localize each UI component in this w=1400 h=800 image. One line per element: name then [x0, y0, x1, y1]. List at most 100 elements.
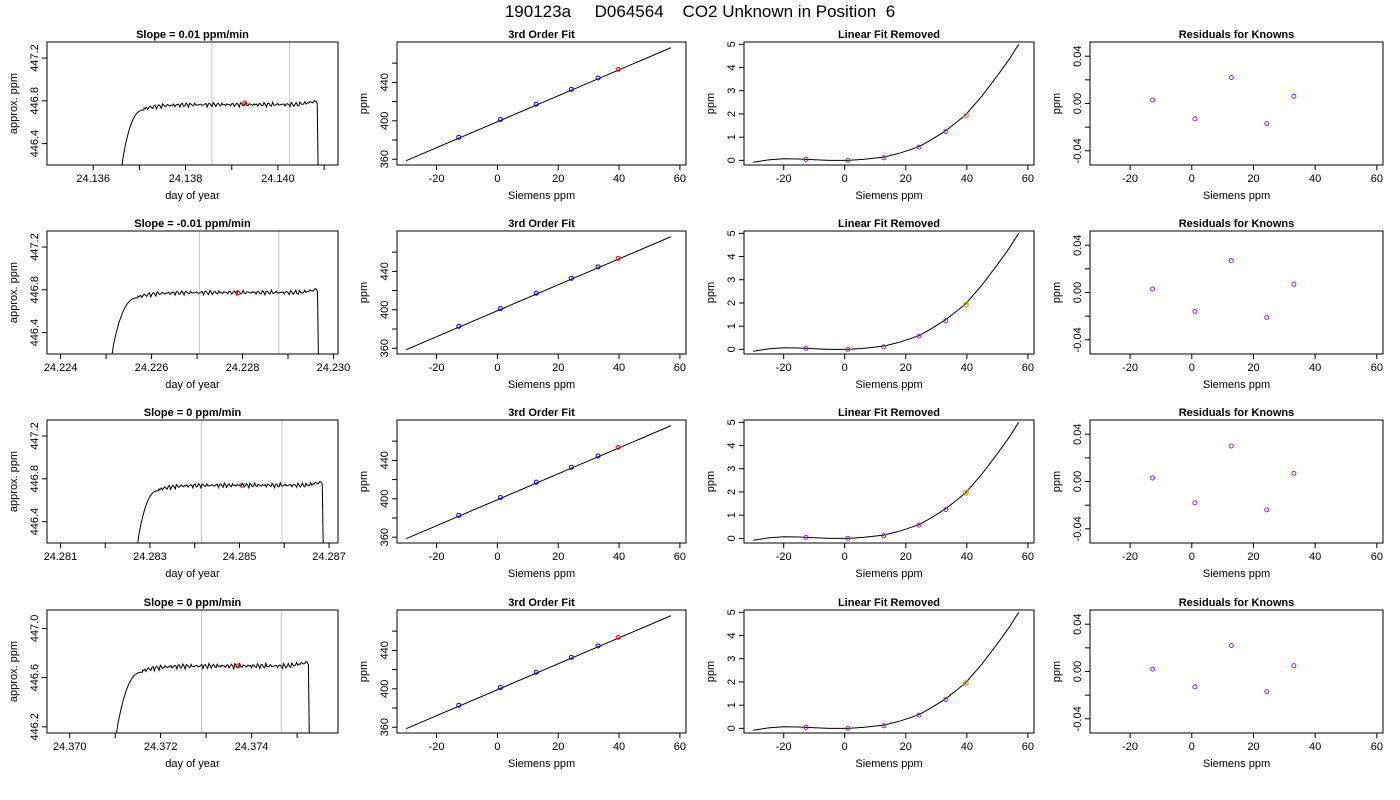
- chart-panel-linear_removed-3: Linear Fit Removed -20 0 20 40 60 0 1 2 3 4 5 Siemen…: [705, 407, 1035, 580]
- x-axis-label: Siemens ppm: [1203, 379, 1270, 391]
- chart-title: Residuals for Knowns: [1179, 218, 1295, 230]
- known-point: [943, 318, 949, 324]
- x-tick-label: 0: [842, 741, 848, 753]
- y-tick-label: 400: [379, 301, 391, 319]
- residual-point: [1150, 286, 1156, 292]
- known-point: [568, 654, 574, 660]
- y-tick-label: 360: [379, 150, 391, 168]
- known-point: [943, 697, 949, 703]
- chart-title: Slope = 0.01 ppm/min: [136, 29, 249, 41]
- residual-curve: [753, 422, 1020, 541]
- y-tick-label: 4: [726, 253, 738, 259]
- plot-frame: [396, 41, 687, 166]
- x-tick-label: 60: [1022, 173, 1034, 185]
- plot-area: [753, 233, 1020, 352]
- residual-point: [1150, 666, 1156, 672]
- known-point: [881, 533, 887, 539]
- y-axis-label: ppm: [1051, 282, 1063, 303]
- y-tick-label: 5: [726, 41, 738, 47]
- chart-panel-fit-3: 3rd Order Fit -20 0 20 40 60 360 400 440 Siemens …: [358, 407, 687, 580]
- plot-frame: [396, 230, 687, 355]
- y-axis-label: ppm: [358, 93, 370, 114]
- x-axis-label: Siemens ppm: [508, 758, 575, 770]
- chart-panel-timeseries-4: Slope = 0 ppm/min 24.370 24.372 24.374 446.2…: [8, 597, 339, 770]
- plot-frame: [743, 419, 1035, 544]
- unknown-point: [615, 444, 621, 450]
- x-tick-label: 20: [900, 741, 912, 753]
- known-point: [881, 344, 887, 350]
- y-tick-label: 2: [726, 300, 738, 306]
- x-tick-label: -20: [1122, 362, 1138, 374]
- y-tick-label: -0.04: [1072, 706, 1084, 731]
- y-tick-label: 446.2: [29, 713, 41, 741]
- residual-point: [1264, 689, 1270, 695]
- x-tick-label: 24.226: [135, 362, 169, 374]
- x-tick-label: 0: [1189, 173, 1195, 185]
- unknown-point: [963, 490, 969, 496]
- x-tick-label: 24.136: [76, 173, 110, 185]
- x-tick-label: 24.230: [317, 362, 351, 374]
- x-axis-label: Siemens ppm: [1203, 568, 1270, 580]
- plot-area: [405, 236, 671, 351]
- y-tick-label: 360: [379, 528, 391, 546]
- unknown-point: [963, 112, 969, 119]
- chart-title: Slope = 0 ppm/min: [144, 407, 242, 419]
- x-tick-label: -20: [429, 551, 445, 563]
- y-tick-label: 3: [726, 88, 738, 94]
- plot-frame: [743, 41, 1035, 166]
- plot-area: [1150, 443, 1297, 513]
- unknown-point: [963, 680, 969, 686]
- y-tick-label: 3: [726, 466, 738, 472]
- known-point: [533, 101, 539, 107]
- residual-point: [1291, 470, 1297, 476]
- y-tick-label: 0: [726, 535, 738, 541]
- known-point: [568, 86, 574, 92]
- known-point: [497, 495, 503, 501]
- y-tick-label: 447.0: [29, 615, 41, 643]
- residual-point: [1192, 500, 1198, 506]
- y-tick-label: 5: [726, 230, 738, 236]
- unknown-point: [963, 301, 969, 308]
- y-tick-label: 5: [726, 609, 738, 615]
- y-tick-label: 2: [726, 679, 738, 685]
- y-tick-label: -0.04: [1072, 516, 1084, 541]
- x-tick-label: 60: [674, 551, 686, 563]
- chart-panel-residuals-2: Residuals for Knowns -20 0 20 40 60 -0.04 0.00 0…: [1051, 218, 1384, 391]
- x-axis-label: day of year: [165, 190, 220, 202]
- y-tick-label: 400: [379, 490, 391, 508]
- plot-area: [405, 47, 671, 162]
- known-point: [568, 464, 574, 470]
- chart-title: 3rd Order Fit: [508, 29, 575, 41]
- known-point: [497, 117, 503, 123]
- plot-frame: [46, 609, 339, 734]
- known-point: [595, 75, 601, 81]
- x-tick-label: 24.140: [261, 173, 295, 185]
- plot-area: [121, 42, 319, 165]
- residual-point: [1192, 684, 1198, 690]
- known-point: [845, 346, 851, 352]
- plot-area: [1150, 74, 1297, 127]
- y-tick-label: 447.2: [29, 44, 41, 72]
- y-tick-label: 4: [726, 64, 738, 70]
- y-tick-label: 2: [726, 111, 738, 117]
- chart-panel-timeseries-1: Slope = 0.01 ppm/min 24.136 24.138 24.140 44…: [8, 29, 339, 202]
- chart-panel-residuals-3: Residuals for Knowns -20 0 20 40 60 -0.04 0.00 0…: [1051, 407, 1384, 580]
- residual-point: [1228, 74, 1234, 80]
- unknown-mean-point: [235, 663, 241, 669]
- x-tick-label: 0: [494, 551, 500, 563]
- y-axis-label: approx. ppm: [8, 641, 20, 702]
- known-point: [456, 323, 462, 329]
- x-tick-label: 20: [552, 551, 564, 563]
- known-point: [803, 345, 809, 351]
- known-point: [595, 264, 601, 270]
- x-tick-label: 0: [494, 362, 500, 374]
- known-point: [497, 306, 503, 312]
- y-tick-label: 1: [726, 323, 738, 329]
- chart-panel-fit-1: 3rd Order Fit -20 0 20 40 60 360 400 440 Siemens …: [358, 29, 687, 202]
- y-tick-label: 360: [379, 718, 391, 736]
- y-tick-label: 400: [379, 112, 391, 130]
- x-axis-label: Siemens ppm: [855, 379, 922, 391]
- y-tick-label: 0: [726, 346, 738, 352]
- x-tick-label: 20: [900, 173, 912, 185]
- residual-point: [1264, 507, 1270, 513]
